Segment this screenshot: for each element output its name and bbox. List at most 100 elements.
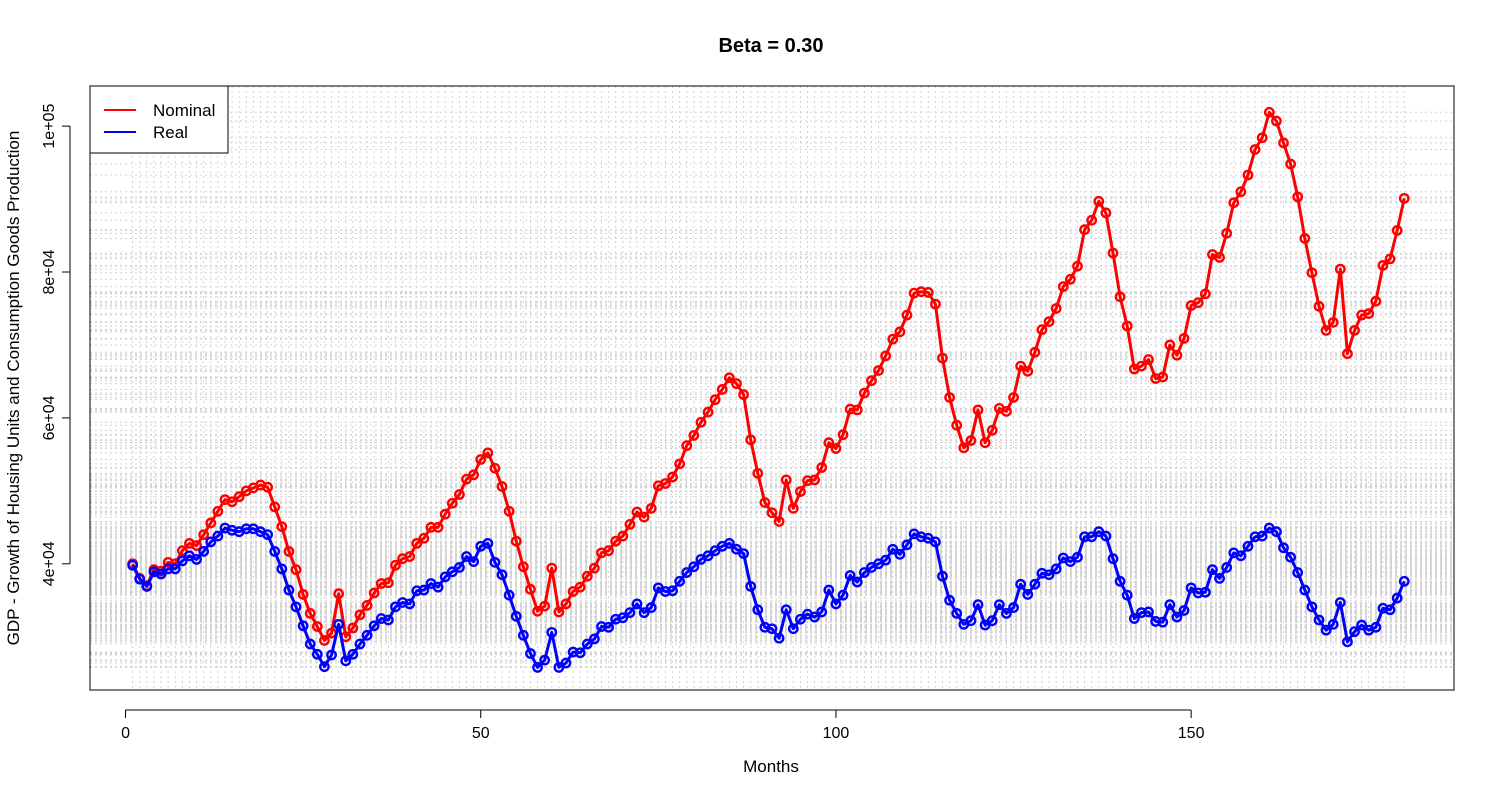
data-point-nominal bbox=[411, 537, 423, 549]
data-point-nominal bbox=[496, 481, 508, 492]
data-point-real bbox=[603, 621, 615, 633]
data-point-nominal bbox=[276, 521, 288, 532]
data-point-real bbox=[546, 626, 558, 638]
data-point-nominal bbox=[1001, 405, 1012, 417]
data-point-nominal bbox=[1043, 316, 1055, 328]
legend: Nominal Real bbox=[89, 85, 229, 154]
data-point-real bbox=[1121, 589, 1133, 601]
data-point-real bbox=[851, 576, 863, 588]
data-point-nominal bbox=[361, 599, 373, 611]
data-point-nominal bbox=[560, 598, 572, 610]
data-point-real bbox=[1242, 540, 1254, 552]
data-point-nominal bbox=[887, 333, 899, 345]
data-point-real bbox=[1207, 564, 1218, 576]
x-axis-label: Months bbox=[743, 757, 799, 776]
data-point-nominal bbox=[667, 471, 678, 483]
data-point-nominal bbox=[1214, 252, 1225, 263]
data-point-real bbox=[290, 601, 302, 613]
data-point-nominal bbox=[475, 454, 487, 465]
data-point-nominal bbox=[979, 437, 991, 449]
data-point-real bbox=[667, 585, 678, 597]
data-point-real bbox=[162, 563, 174, 575]
data-point-real bbox=[723, 537, 735, 549]
data-point-real bbox=[830, 598, 842, 610]
data-point-real bbox=[738, 548, 749, 559]
data-point-nominal bbox=[851, 404, 863, 416]
data-point-real bbox=[638, 607, 650, 619]
data-point-nominal bbox=[1064, 273, 1076, 285]
legend-label-nominal: Nominal bbox=[153, 101, 215, 120]
data-point-real bbox=[887, 543, 899, 555]
data-point-real bbox=[1001, 608, 1012, 619]
data-point-nominal bbox=[454, 489, 465, 500]
data-point-nominal bbox=[1242, 169, 1254, 181]
data-point-real bbox=[795, 613, 806, 625]
data-point-real bbox=[631, 598, 643, 610]
data-point-nominal bbox=[588, 562, 600, 574]
data-point-nominal bbox=[972, 404, 984, 416]
data-point-real bbox=[461, 551, 472, 562]
data-point-real bbox=[262, 529, 274, 541]
data-point-real bbox=[1214, 572, 1225, 584]
data-point-real bbox=[674, 575, 686, 587]
data-point-nominal bbox=[354, 609, 366, 621]
data-point-real bbox=[745, 581, 757, 592]
data-point-real bbox=[368, 620, 380, 632]
data-point-real bbox=[1171, 611, 1183, 623]
data-point-nominal bbox=[802, 475, 813, 487]
series-real bbox=[127, 522, 1410, 673]
data-point-real bbox=[972, 599, 984, 611]
y-axis-label: GDP - Growth of Housing Units and Consum… bbox=[4, 131, 23, 646]
data-point-nominal bbox=[205, 517, 217, 529]
data-point-real bbox=[1292, 567, 1304, 578]
data-point-real bbox=[1285, 551, 1297, 563]
chart-title: Beta = 0.30 bbox=[718, 35, 823, 57]
data-point-real bbox=[205, 536, 217, 548]
data-point-real bbox=[1050, 563, 1062, 575]
data-point-nominal bbox=[752, 467, 764, 479]
data-point-real bbox=[297, 620, 309, 632]
data-point-nominal bbox=[1029, 346, 1041, 358]
plot-frame bbox=[89, 85, 1455, 691]
data-point-real bbox=[787, 623, 799, 635]
data-point-nominal bbox=[1157, 371, 1169, 383]
data-point-real bbox=[809, 611, 821, 623]
data-point-nominal bbox=[1100, 207, 1112, 219]
legend-label-real: Real bbox=[153, 123, 188, 142]
data-point-nominal bbox=[723, 372, 735, 384]
data-point-real bbox=[1164, 599, 1176, 611]
data-point-real bbox=[411, 585, 423, 597]
data-point-nominal bbox=[638, 511, 650, 523]
data-point-real bbox=[418, 584, 430, 596]
data-point-real bbox=[432, 581, 444, 593]
data-point-nominal bbox=[951, 419, 963, 431]
data-point-real bbox=[929, 536, 941, 548]
data-point-real bbox=[688, 561, 700, 573]
data-point-nominal bbox=[1363, 308, 1375, 319]
data-point-nominal bbox=[432, 521, 444, 533]
data-point-real bbox=[539, 654, 551, 666]
data-point-nominal bbox=[937, 352, 948, 364]
data-point-real bbox=[844, 570, 856, 581]
data-point-real bbox=[482, 537, 494, 549]
data-point-real bbox=[965, 615, 977, 627]
data-point-nominal bbox=[773, 516, 785, 527]
data-point-real bbox=[382, 614, 394, 626]
data-point-nominal bbox=[660, 478, 671, 489]
data-point-nominal bbox=[262, 481, 274, 493]
data-point-nominal bbox=[1334, 263, 1346, 275]
data-point-nominal bbox=[311, 621, 323, 632]
data-point-real bbox=[489, 556, 501, 568]
data-point-nominal bbox=[368, 587, 380, 599]
data-point-nominal bbox=[1136, 360, 1147, 372]
data-point-nominal bbox=[1370, 295, 1382, 307]
x-axis: 0 50 100 150 bbox=[121, 709, 1205, 742]
data-point-real bbox=[880, 554, 892, 566]
data-point-nominal bbox=[1306, 267, 1318, 279]
data-point-nominal bbox=[1384, 253, 1396, 265]
data-point-nominal bbox=[510, 535, 522, 547]
data-point-real bbox=[333, 618, 345, 630]
data-point-nominal bbox=[382, 577, 394, 589]
data-point-nominal bbox=[795, 486, 806, 497]
data-point-nominal bbox=[1121, 320, 1133, 332]
